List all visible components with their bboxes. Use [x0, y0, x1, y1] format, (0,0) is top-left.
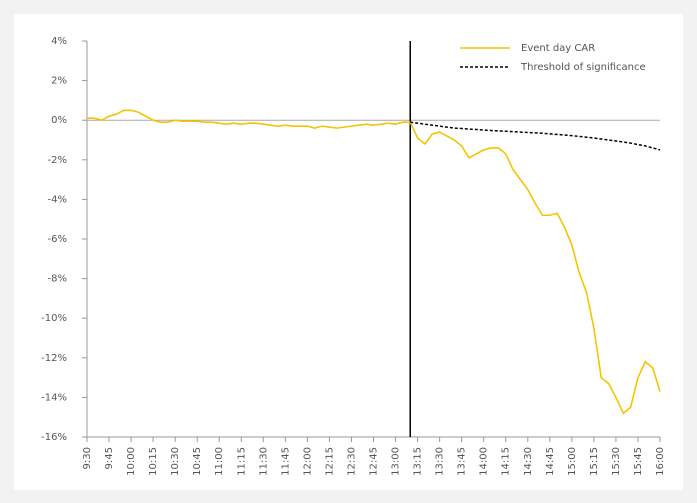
x-tick-label: 15:45 — [633, 447, 644, 476]
y-tick-label: -6% — [48, 234, 67, 245]
y-tick-label: -14% — [41, 392, 67, 403]
legend-label: Event day CAR — [521, 43, 595, 54]
y-tick-label: -16% — [41, 432, 67, 443]
y-tick-label: -4% — [48, 194, 67, 205]
x-tick-label: 9:30 — [82, 447, 93, 469]
x-tick-label: 12:45 — [369, 447, 380, 476]
legend-label: Threshold of significance — [520, 62, 646, 73]
x-tick-label: 10:30 — [170, 447, 181, 476]
x-tick-label: 13:15 — [413, 447, 424, 476]
x-tick-label: 10:00 — [126, 447, 137, 476]
x-tick-label: 11:30 — [258, 447, 269, 476]
x-tick-label: 13:00 — [391, 447, 402, 476]
x-tick-label: 11:00 — [214, 447, 225, 476]
x-tick-label: 16:00 — [655, 447, 666, 476]
series-line — [410, 121, 661, 151]
y-tick-label: -8% — [48, 274, 67, 285]
x-tick-label: 12:00 — [302, 447, 313, 476]
x-tick-label: 13:45 — [457, 447, 468, 476]
x-tick-label: 9:45 — [104, 447, 115, 469]
x-tick-label: 15:00 — [567, 447, 578, 476]
y-tick-label: 0% — [51, 115, 67, 126]
x-tick-label: 13:30 — [435, 447, 446, 476]
y-tick-label: 2% — [51, 76, 67, 87]
plot-panel — [14, 14, 683, 490]
y-tick-label: 4% — [51, 36, 67, 47]
x-tick-label: 10:45 — [192, 447, 203, 476]
y-tick-label: -2% — [48, 155, 67, 166]
x-tick-label: 14:00 — [479, 447, 490, 476]
x-tick-label: 11:15 — [236, 447, 247, 476]
x-tick-label: 12:15 — [324, 447, 335, 476]
x-tick-label: 14:45 — [545, 447, 556, 476]
y-tick-label: -10% — [41, 313, 67, 324]
x-tick-label: 15:30 — [611, 447, 622, 476]
series-line — [87, 109, 661, 415]
y-tick-label: -12% — [41, 353, 67, 364]
x-tick-label: 14:15 — [501, 447, 512, 476]
x-tick-label: 11:45 — [280, 447, 291, 476]
x-tick-label: 12:30 — [346, 447, 357, 476]
x-tick-label: 14:30 — [523, 447, 534, 476]
x-tick-label: 10:15 — [148, 447, 159, 476]
x-tick-label: 15:15 — [589, 447, 600, 476]
